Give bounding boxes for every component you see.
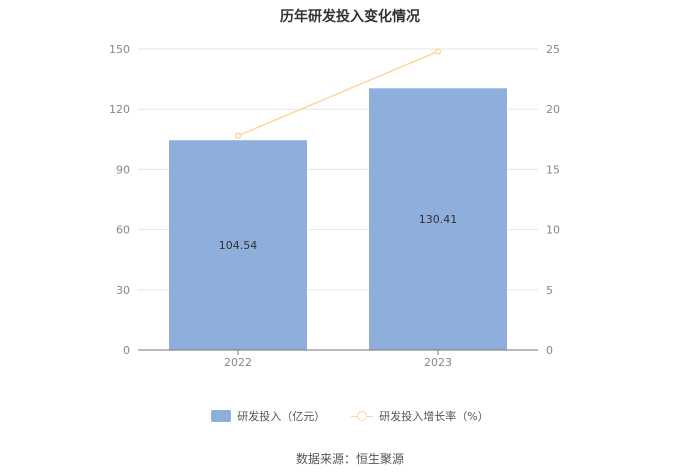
legend-bar-swatch: [211, 410, 232, 422]
legend-line-swatch: [351, 410, 374, 422]
y-left-tick-label: 90: [116, 163, 130, 176]
y-left-tick-label: 60: [116, 224, 130, 237]
legend-line-label: 研发投入增长率（%）: [379, 410, 489, 423]
legend: 研发投入（亿元） 研发投入增长率（%）: [0, 408, 700, 424]
y-right-tick-label: 25: [546, 43, 560, 56]
bar: [169, 140, 307, 350]
x-tick-label: 2023: [424, 356, 452, 369]
y-right-tick-label: 10: [546, 224, 560, 237]
data-source: 数据来源：恒生聚源: [295, 452, 404, 466]
y-left-tick-label: 0: [123, 344, 130, 357]
legend-bar-label: 研发投入（亿元）: [237, 410, 326, 423]
x-tick-label: 2022: [224, 356, 252, 369]
bar: [369, 88, 507, 350]
y-left-tick-label: 120: [109, 103, 130, 116]
y-right-tick-label: 20: [546, 103, 560, 116]
bar-data-label: 104.54: [219, 239, 258, 252]
legend-item-line[interactable]: 研发投入增长率（%）: [351, 408, 489, 424]
y-right-tick-label: 0: [546, 344, 553, 357]
growth-point: [234, 132, 242, 139]
growth-line: [237, 50, 439, 137]
bar-data-label: 130.41: [419, 213, 458, 226]
y-right-tick-label: 15: [546, 163, 560, 176]
y-left-tick-label: 30: [116, 284, 130, 297]
y-left-tick-label: 150: [109, 43, 130, 56]
legend-item-bar[interactable]: 研发投入（亿元）: [211, 408, 325, 424]
y-right-tick-label: 5: [546, 284, 553, 297]
chart-title: 历年研发投入变化情况: [280, 9, 420, 25]
growth-point: [434, 48, 442, 55]
